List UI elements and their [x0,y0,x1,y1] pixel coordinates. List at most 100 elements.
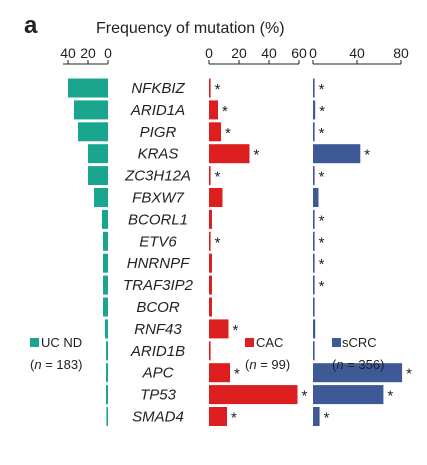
chart-title: Frequency of mutation (%) [96,20,285,37]
cac-bar-arid1a [209,100,218,120]
uc-nd-bar-hnrnpf [103,253,108,273]
scrc-significance-pigr: * [319,125,325,142]
scrc-legend-label: sCRC [342,335,377,350]
scrc-bar-nfkbiz [313,78,315,98]
scrc-bar-smad4 [313,407,320,426]
gene-label-nfkbiz: NFKBIZ [131,80,185,97]
gene-label-tp53: TP53 [140,387,177,404]
scrc-significance-kras: * [364,147,370,164]
scrc-bar-rnf43 [313,319,316,339]
uc-nd-bar-arid1a [74,100,108,120]
cac-bar-tp53 [209,385,298,405]
gene-label-bcorl1: BCORL1 [128,211,188,228]
scrc-significance-tp53: * [387,388,393,405]
cac-significance-arid1a: * [222,103,228,120]
cac-bar-pigr [209,122,221,142]
cac-significance-zc3h12a: * [215,169,221,186]
gene-label-apc: APC [142,365,174,382]
scrc-bar-fbxw7 [313,188,319,207]
cac-bar-bcor [209,297,212,317]
gene-label-kras: KRAS [138,146,179,163]
scrc-sample-size-part: ( [332,357,337,372]
uc-nd-bar-apc [106,363,108,383]
gene-label-smad4: SMAD4 [132,409,184,426]
uc-nd-sample-size-part: ( [30,357,35,372]
scrc-bar-tp53 [313,385,384,405]
scrc-bar-traf3ip2 [313,275,315,295]
cac-tick-label-40: 40 [261,45,277,61]
uc-nd-sample-size: (n = 183) [30,357,82,372]
scrc-sample-size: (n = 356) [332,357,384,372]
uc-nd-bar-zc3h12a [88,166,108,186]
cac-bar-rnf43 [209,319,229,339]
scrc-significance-bcorl1: * [319,212,325,229]
scrc-bar-kras [313,144,361,164]
cac-significance-etv6: * [215,234,221,251]
cac-bar-kras [209,144,250,164]
uc-nd-bar-traf3ip2 [103,275,108,295]
cac-significance-nfkbiz: * [215,81,221,98]
cac-sample-size-part: n [249,357,256,372]
scrc-tick-label-0: 0 [309,45,317,61]
scrc-significance-hnrnpf: * [319,256,325,273]
cac-bar-bcorl1 [209,209,212,229]
scrc-sample-size-part: n [336,357,343,372]
cac-bar-nfkbiz [209,78,211,98]
scrc-legend-swatch [332,338,341,347]
gene-label-etv6: ETV6 [139,233,177,250]
cac-bar-etv6 [209,231,211,251]
cac-bar-arid1b [209,341,211,361]
uc-nd-legend-swatch [30,338,39,347]
cac-tick-label-0: 0 [205,45,213,61]
scrc-sample-size-part: = 356) [344,357,385,372]
cac-bar-smad4 [209,407,227,426]
cac-significance-smad4: * [231,410,237,427]
scrc-significance-nfkbiz: * [319,81,325,98]
cac-significance-apc: * [234,366,240,383]
cac-bar-traf3ip2 [209,275,212,295]
gene-label-fbxw7: FBXW7 [132,190,184,207]
scrc-bar-arid1b [313,341,315,361]
cac-tick-label-60: 60 [291,45,307,61]
scrc-tick-label-40: 40 [349,45,365,61]
cac-bar-zc3h12a [209,166,211,186]
uc-nd-bar-tp53 [106,385,108,405]
uc-nd-bar-bcor [103,297,108,317]
scrc-significance-arid1a: * [319,103,325,120]
scrc-significance-zc3h12a: * [319,169,325,186]
cac-tick-label-20: 20 [231,45,247,61]
chart-marks: NFKBIZ ARID1A PIGR KRAS ZC3H12A FBXW7 BCORL1 ET… [30,45,412,427]
scrc-significance-traf3ip2: * [319,278,325,295]
scrc-bar-bcor [313,297,315,317]
scrc-significance-smad4: * [324,410,330,427]
cac-bar-fbxw7 [209,188,223,207]
scrc-significance-etv6: * [319,234,325,251]
scrc-bar-pigr [313,122,315,142]
scrc-significance-apc: * [406,366,412,383]
cac-significance-pigr: * [225,125,231,142]
cac-sample-size-part: ( [245,357,250,372]
cac-significance-tp53: * [302,388,308,405]
uc-nd-tick-label-40: 40 [60,45,76,61]
cac-sample-size-part: = 99) [257,357,291,372]
scrc-bar-arid1a [313,100,316,120]
gene-label-arid1a: ARID1A [130,102,185,119]
uc-nd-legend-label: UC ND [41,335,82,350]
scrc-bar-hnrnpf [313,253,315,273]
cac-legend-label: CAC [256,335,283,350]
cac-bar-hnrnpf [209,253,212,273]
scrc-bar-bcorl1 [313,209,315,229]
scrc-tick-label-80: 80 [393,45,409,61]
uc-nd-bar-bcorl1 [102,209,108,229]
cac-bar-apc [209,363,230,383]
uc-nd-bar-nfkbiz [68,78,108,98]
uc-nd-bar-rnf43 [105,319,108,339]
gene-label-rnf43: RNF43 [134,321,182,338]
scrc-bar-etv6 [313,231,315,251]
cac-significance-kras: * [254,147,260,164]
scrc-bar-apc [313,363,403,383]
gene-label-bcor: BCOR [136,299,180,316]
gene-label-arid1b: ARID1B [130,343,185,360]
gene-label-zc3h12a: ZC3H12A [124,168,191,185]
